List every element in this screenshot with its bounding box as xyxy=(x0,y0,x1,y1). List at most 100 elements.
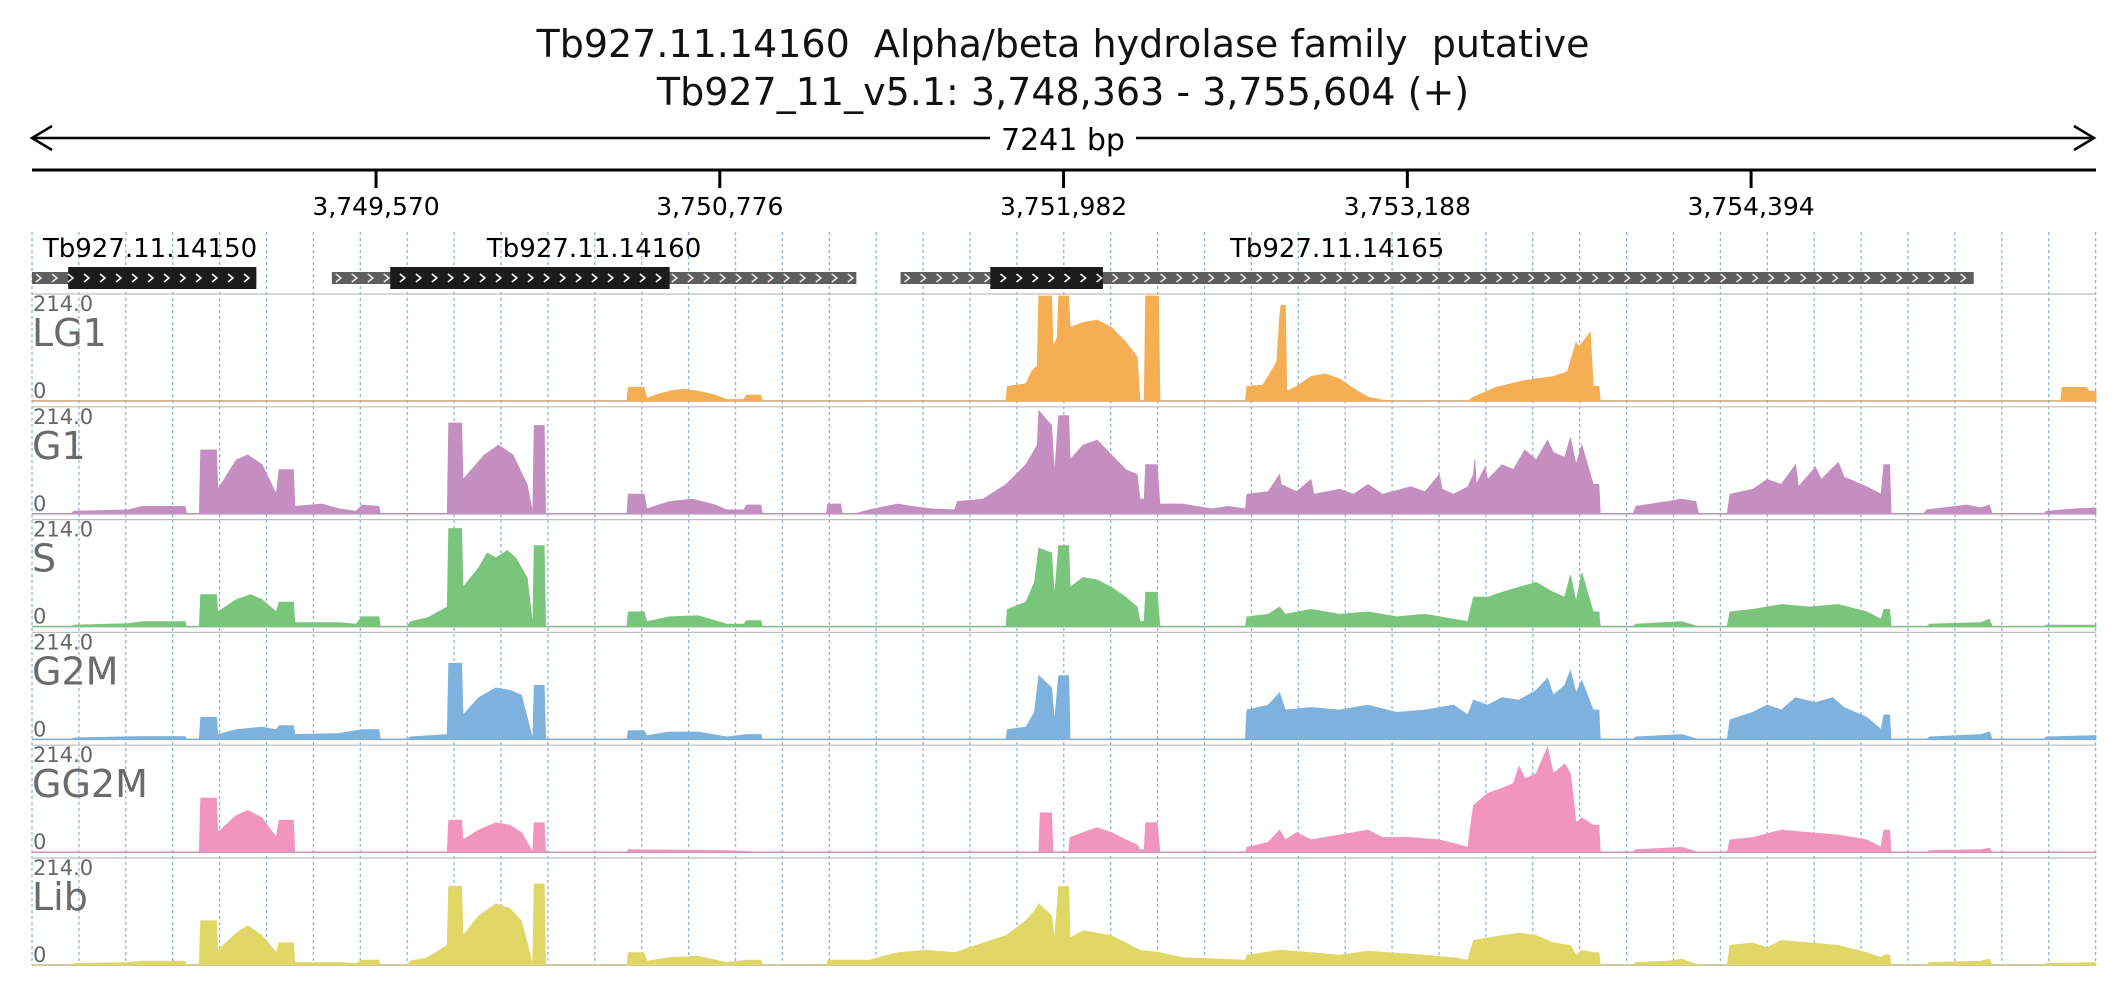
strand-chevron xyxy=(623,273,631,283)
strand-chevron xyxy=(920,273,927,283)
coverage-track: 214.0 0 Lib xyxy=(32,856,2097,967)
strand-chevron xyxy=(591,273,599,283)
gene-track: Tb927.11.14150 Tb927.11.14160 Tb927.11.141… xyxy=(32,234,1974,289)
strand-chevron xyxy=(984,273,991,283)
strand-chevron xyxy=(1848,273,1855,283)
track-ymax-label: 214.0 xyxy=(33,630,93,654)
strand-chevron xyxy=(1416,273,1423,283)
strand-chevron xyxy=(67,273,75,283)
strand-chevron xyxy=(1144,273,1151,283)
track-ymin-label: 0 xyxy=(33,379,46,403)
track-ymin-label: 0 xyxy=(33,717,46,741)
strand-chevron xyxy=(767,273,775,283)
strand-chevron xyxy=(1752,273,1759,283)
strand-chevron xyxy=(687,273,695,283)
strand-chevron xyxy=(1608,273,1615,283)
track-ymax-label: 214.0 xyxy=(33,518,93,542)
strand-chevron xyxy=(335,273,343,283)
track-ymax-label: 214.0 xyxy=(33,292,93,316)
strand-chevron xyxy=(1128,273,1135,283)
strand-chevron xyxy=(847,273,855,283)
strand-chevron xyxy=(1896,273,1903,283)
strand-chevron xyxy=(1800,273,1807,283)
strand-chevron xyxy=(751,273,759,283)
strand-chevron xyxy=(1704,273,1711,283)
strand-chevron xyxy=(1208,273,1215,283)
axis-tick-label: 3,749,570 xyxy=(312,192,439,221)
strand-chevron xyxy=(479,273,487,283)
strand-chevron xyxy=(463,273,471,283)
strand-chevron xyxy=(1016,273,1023,283)
strand-chevron xyxy=(1688,273,1695,283)
strand-chevron xyxy=(1400,273,1407,283)
strand-chevron xyxy=(1320,273,1327,283)
strand-chevron xyxy=(831,273,839,283)
track-ymin-label: 0 xyxy=(33,492,46,516)
strand-chevron xyxy=(35,273,43,283)
coverage-area xyxy=(32,662,2097,740)
strand-chevron xyxy=(1336,273,1343,283)
strand-chevron xyxy=(179,273,187,283)
strand-chevron xyxy=(1544,273,1551,283)
strand-chevron xyxy=(1480,273,1487,283)
strand-chevron xyxy=(1304,273,1311,283)
strand-chevron xyxy=(1064,273,1071,283)
strand-chevron xyxy=(131,273,139,283)
strand-chevron xyxy=(1928,273,1935,283)
track-ymax-label: 214.0 xyxy=(33,856,93,880)
strand-chevron xyxy=(1112,273,1119,283)
strand-chevron xyxy=(1224,273,1231,283)
strand-chevron xyxy=(1656,273,1663,283)
track-name: G1 xyxy=(32,424,86,468)
strand-chevron xyxy=(399,273,407,283)
span-arrow-left xyxy=(29,124,53,152)
coverage-track: 214.0 0 LG1 xyxy=(32,292,2097,403)
gene-title: Tb927.11.14160 Alpha/beta hydrolase fami… xyxy=(536,22,1590,66)
strand-chevron xyxy=(1160,273,1167,283)
strand-chevron xyxy=(671,273,679,283)
strand-chevron xyxy=(1720,273,1727,283)
gene-cds xyxy=(990,267,1103,289)
gene-label: Tb927.11.14165 xyxy=(1229,234,1444,264)
strand-chevron xyxy=(1576,273,1583,283)
strand-chevron xyxy=(815,273,823,283)
gene-label: Tb927.11.14150 xyxy=(42,234,257,264)
strand-chevron xyxy=(51,273,59,283)
strand-chevron xyxy=(1368,273,1375,283)
strand-chevron xyxy=(1960,273,1967,283)
track-ymin-label: 0 xyxy=(33,943,46,967)
strand-chevron xyxy=(243,273,251,283)
track-ymin-label: 0 xyxy=(33,830,46,854)
axis-tick-label: 3,751,982 xyxy=(1000,192,1127,221)
strand-chevron xyxy=(1352,273,1359,283)
strand-chevron xyxy=(952,273,959,283)
strand-chevron xyxy=(607,273,615,283)
strand-chevron xyxy=(415,273,423,283)
strand-chevron xyxy=(1288,273,1295,283)
axis-tick-label: 3,754,394 xyxy=(1687,192,1814,221)
coordinate-axis: 3,749,570 3,750,776 3,751,982 3,753,188 3,75… xyxy=(32,168,2096,221)
strand-chevron xyxy=(1176,273,1183,283)
strand-chevron xyxy=(1816,273,1823,283)
strand-chevron xyxy=(904,273,911,283)
strand-chevron xyxy=(1032,273,1039,283)
coverage-track: 214.0 0 G2M xyxy=(32,630,2097,741)
track-name: G2M xyxy=(32,649,118,693)
axis-tick-label: 3,750,776 xyxy=(656,192,783,221)
gene-model: Tb927.11.14150 xyxy=(32,234,257,289)
strand-chevron xyxy=(527,273,535,283)
strand-chevron xyxy=(147,273,155,283)
coverage-tracks: 214.00LG1214.00G1214.00S214.00G2M214.00G… xyxy=(32,292,2097,967)
strand-chevron xyxy=(211,273,219,283)
strand-chevron xyxy=(1096,273,1103,283)
strand-chevron xyxy=(543,273,551,283)
strand-chevron xyxy=(115,273,123,283)
strand-chevron xyxy=(703,273,711,283)
strand-chevron xyxy=(1464,273,1471,283)
strand-chevron xyxy=(83,273,91,283)
track-name: S xyxy=(32,537,56,581)
strand-chevron xyxy=(1256,273,1263,283)
strand-chevron xyxy=(1384,273,1391,283)
strand-chevron xyxy=(575,273,583,283)
